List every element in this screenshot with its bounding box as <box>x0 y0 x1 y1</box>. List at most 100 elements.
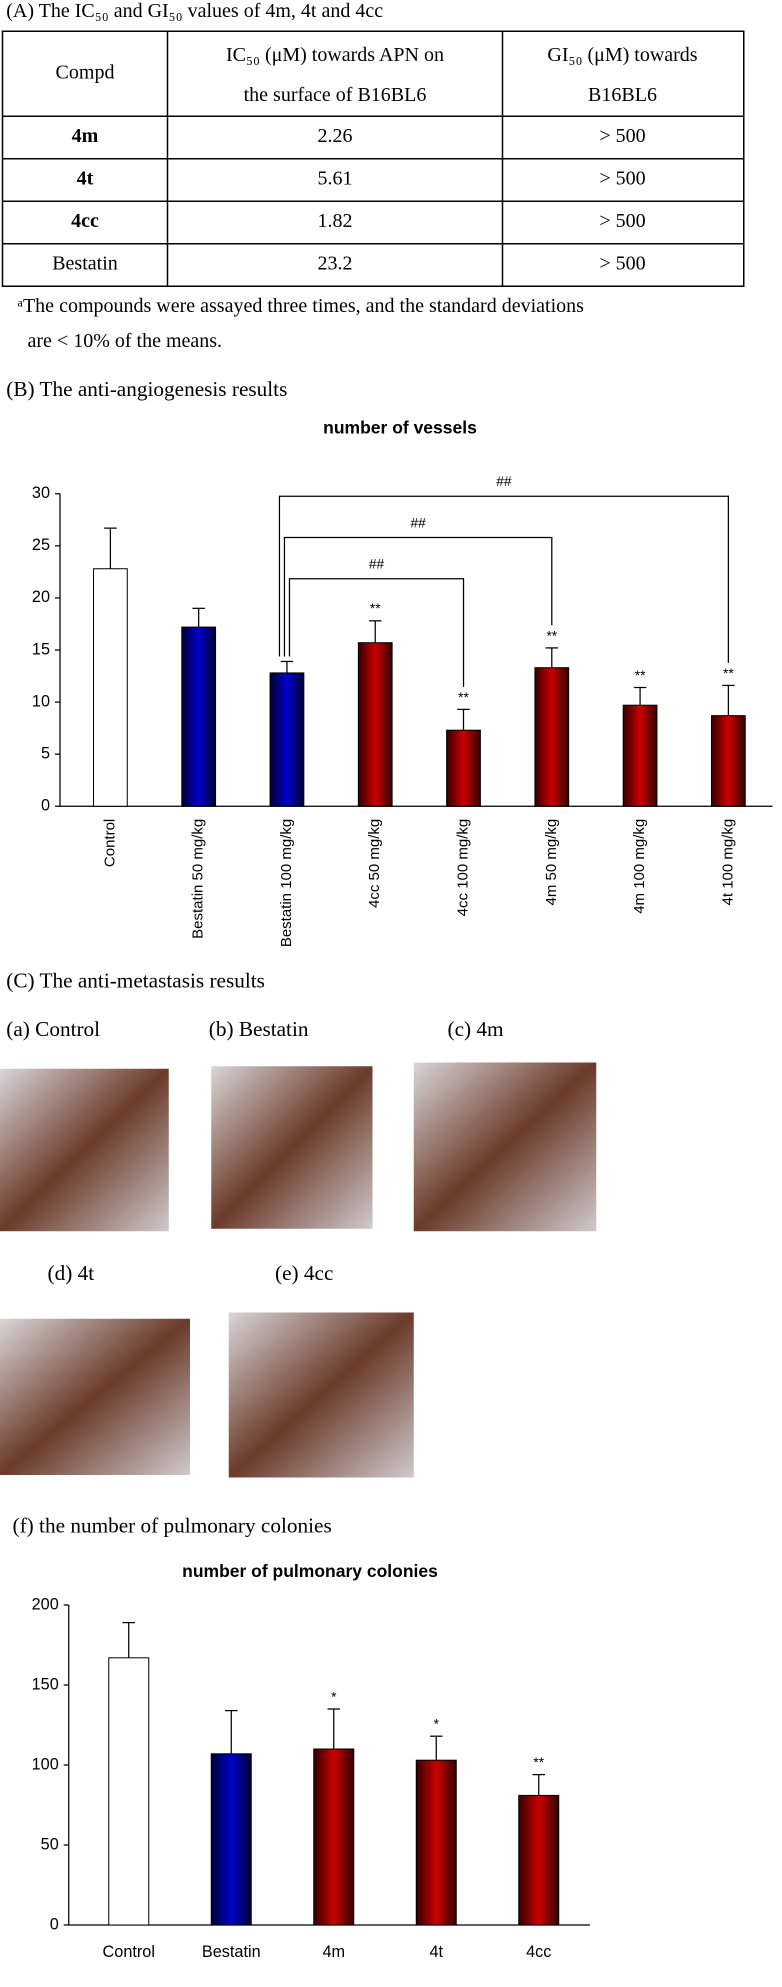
bracket-label: ## <box>369 557 385 572</box>
error-bar <box>532 1773 546 1796</box>
y-tick-label: 0 <box>50 1915 59 1933</box>
significance: ** <box>533 1755 544 1770</box>
table <box>1 30 745 288</box>
footnote: ᵃThe compounds were assayed three times,… <box>18 295 585 317</box>
error-bar <box>192 607 205 628</box>
x-tick-label: Bestatin 50 mg/kg <box>190 819 207 939</box>
error-bar <box>368 620 382 643</box>
bar <box>357 642 393 807</box>
footnote: are < 10% of the means. <box>28 330 223 352</box>
table-header: the surface of B16BL6 <box>244 84 427 106</box>
significance: ** <box>723 666 734 681</box>
error-bar <box>430 1735 443 1761</box>
caption: (f) the number of pulmonary colonies <box>13 1513 332 1537</box>
error-bar <box>122 1621 136 1658</box>
table-cell: 5.61 <box>318 168 353 190</box>
photo-label: (e) 4cc <box>275 1261 333 1285</box>
x-tick-label: 4t 100 mg/kg <box>719 819 736 906</box>
caption: (A) The IC₅₀ and GI₅₀ values of 4m, 4t a… <box>6 0 383 22</box>
y-tick-label: 25 <box>32 536 50 554</box>
y-tick-label: 100 <box>32 1755 59 1773</box>
significance: * <box>434 1717 440 1732</box>
table-cell: 4cc <box>71 210 99 232</box>
table-header: B16BL6 <box>588 84 657 106</box>
table-cell: 4t <box>77 168 94 190</box>
caption: (C) The anti-metastasis results <box>6 968 265 992</box>
bracket <box>283 536 553 657</box>
significance: ** <box>635 668 646 683</box>
bar <box>446 729 481 807</box>
bar <box>710 715 746 807</box>
error-bar <box>545 647 559 668</box>
photo-label: (a) Control <box>6 1017 100 1041</box>
bar <box>269 672 305 807</box>
bracket-label: ## <box>496 474 512 489</box>
error-bar <box>633 686 647 706</box>
x-tick-label: 4t <box>429 1943 443 1961</box>
error-bar <box>722 684 735 716</box>
photo <box>0 1068 169 1232</box>
table-cell: 2.26 <box>318 125 353 147</box>
x-tick-label: Bestatin 100 mg/kg <box>278 819 295 947</box>
table-cell: 4m <box>72 125 99 147</box>
significance: * <box>331 1689 337 1704</box>
table-header: IC₅₀ (μM) towards APN on <box>226 44 444 66</box>
bar <box>622 704 658 807</box>
error-bar <box>104 527 117 569</box>
y-tick-label: 200 <box>32 1595 59 1613</box>
y-tick-label: 30 <box>32 484 50 502</box>
y-tick-label: 5 <box>41 744 50 762</box>
chart-title: number of vessels <box>323 417 477 437</box>
table-cell: > 500 <box>599 125 645 147</box>
x-tick-label: Control <box>101 819 118 867</box>
error-bar <box>225 1709 238 1754</box>
significance: ** <box>458 690 469 705</box>
table-cell: > 500 <box>599 168 645 190</box>
table-cell: > 500 <box>599 210 645 232</box>
bar <box>108 1657 150 1926</box>
x-tick-label: 4cc <box>526 1943 551 1961</box>
photo <box>228 1312 414 1478</box>
bar <box>534 667 570 807</box>
table-cell: 23.2 <box>318 253 353 275</box>
photo <box>211 1066 373 1229</box>
y-tick-label: 10 <box>32 692 50 710</box>
photo-label: (c) 4m <box>448 1017 505 1041</box>
bar <box>210 1753 252 1926</box>
bar <box>313 1748 355 1926</box>
x-tick-label: 4m 50 mg/kg <box>543 819 560 906</box>
caption: (B) The anti-angiogenesis results <box>6 377 287 401</box>
x-tick-label: 4m 100 mg/kg <box>631 819 648 914</box>
x-tick-label: 4m <box>322 1943 345 1961</box>
error-bar <box>327 1708 341 1749</box>
y-tick-label: 15 <box>32 640 50 658</box>
significance: ** <box>546 628 557 643</box>
bar <box>415 1759 457 1926</box>
photo-label: (d) 4t <box>48 1261 95 1285</box>
bar <box>518 1794 560 1926</box>
y-tick-label: 20 <box>32 588 50 606</box>
bracket <box>278 495 729 663</box>
error-bar <box>457 708 470 731</box>
significance: ** <box>370 601 381 616</box>
y-tick-label: 50 <box>41 1835 59 1853</box>
chart-title: number of pulmonary colonies <box>182 1561 438 1581</box>
table-cell: > 500 <box>599 253 645 275</box>
photo-label: (b) Bestatin <box>209 1017 309 1041</box>
y-tick-label: 0 <box>41 797 50 815</box>
y-tick-label: 150 <box>32 1675 59 1693</box>
bar <box>93 568 128 807</box>
error-bar <box>280 660 294 673</box>
table-header: Compd <box>56 61 115 83</box>
bracket <box>288 578 465 687</box>
x-tick-label: 4cc 100 mg/kg <box>454 819 471 917</box>
photo <box>0 1318 191 1475</box>
table-cell: Bestatin <box>52 253 118 275</box>
x-tick-label: Control <box>103 1943 155 1961</box>
x-tick-label: Bestatin <box>202 1943 261 1961</box>
x-tick-label: 4cc 50 mg/kg <box>366 819 383 908</box>
bracket-label: ## <box>410 515 426 530</box>
bar <box>181 626 217 807</box>
photo <box>413 1062 597 1232</box>
